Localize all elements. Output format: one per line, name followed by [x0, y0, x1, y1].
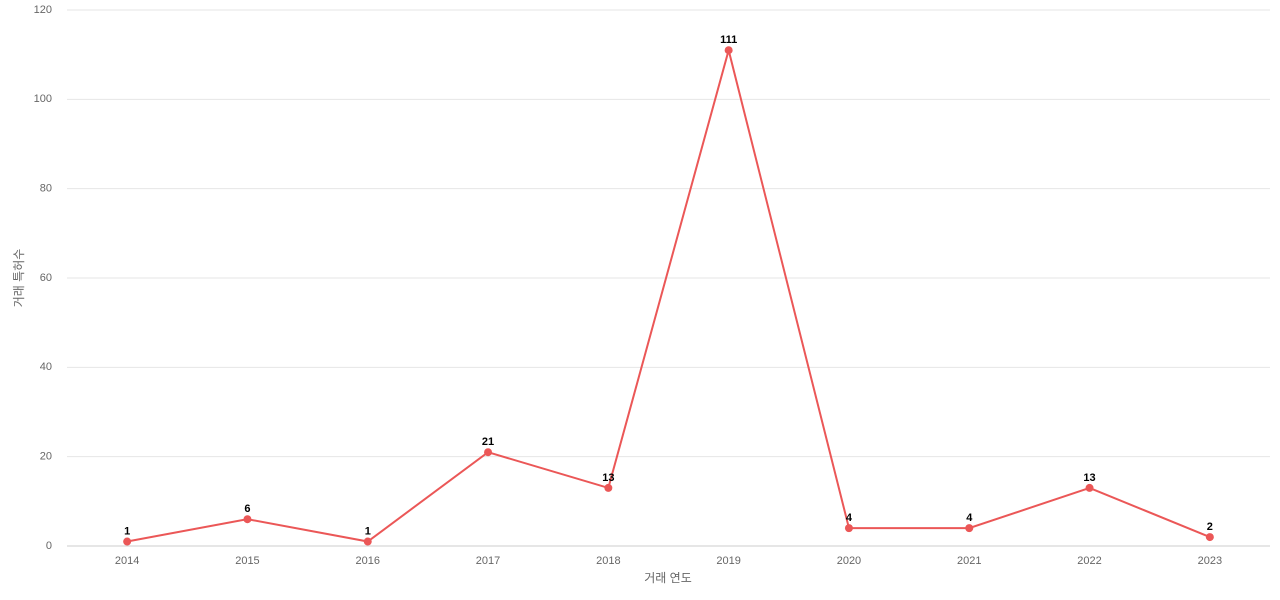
y-tick-label: 40: [40, 361, 52, 373]
value-label: 13: [602, 472, 614, 484]
x-tick-label: 2019: [716, 555, 740, 567]
x-axis-label: 거래 연도: [644, 571, 692, 585]
point: [604, 483, 613, 492]
y-tick-label: 60: [40, 272, 52, 284]
line: [126, 46, 1211, 543]
value-label: 4: [966, 512, 973, 524]
point: [1085, 483, 1094, 492]
y-tick-label: 100: [34, 93, 52, 105]
point: [363, 537, 372, 546]
x-tick-label: 2017: [476, 555, 500, 567]
point: [724, 46, 733, 55]
value-label: 6: [244, 503, 250, 515]
x-tick-label: 2018: [596, 555, 620, 567]
value-label: 1: [365, 525, 371, 537]
point: [965, 524, 974, 533]
value-label: 111: [720, 34, 737, 46]
value-label: 1: [124, 525, 130, 537]
x-tick-label: 2021: [957, 555, 981, 567]
value-label: 21: [482, 436, 494, 448]
y-axis-label: 거래 특허수: [12, 249, 26, 308]
y-tick-label: 20: [40, 451, 52, 463]
y-tick-label: 120: [34, 4, 52, 16]
x-tick-label: 2022: [1077, 555, 1101, 567]
x-tick-label: 2023: [1198, 555, 1222, 567]
value-label: 4: [846, 512, 853, 524]
x-tick-label: 2016: [356, 555, 380, 567]
point: [123, 537, 132, 546]
x-tick-label: 2020: [837, 555, 861, 567]
value-label: 13: [1083, 472, 1095, 484]
point: [1205, 533, 1214, 542]
value-label: 2: [1207, 521, 1213, 533]
y-tick-label: 80: [40, 183, 52, 195]
x-tick-label: 2014: [115, 555, 139, 567]
y-tick-label: 0: [46, 540, 52, 552]
point: [243, 515, 252, 524]
point: [484, 448, 493, 457]
point: [844, 524, 853, 533]
x-tick-label: 2015: [235, 555, 259, 567]
